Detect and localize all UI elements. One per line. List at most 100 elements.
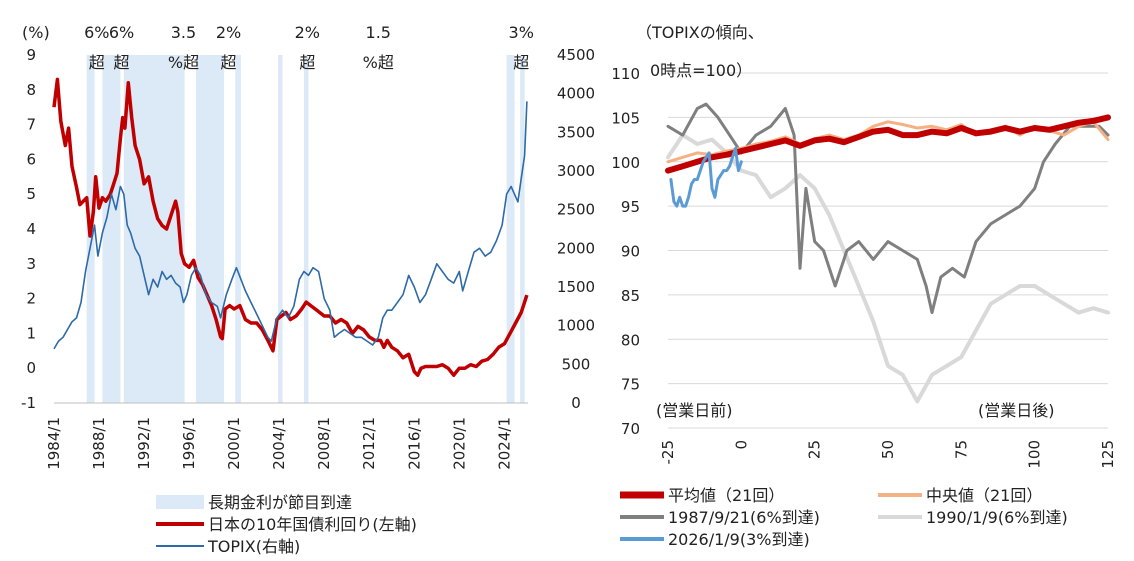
threshold-annotation-line1: 6% <box>84 23 109 42</box>
legend-swatch-band <box>156 495 204 509</box>
jgb-10y-yield-line <box>52 77 529 377</box>
left-chart-axes: -1 0 1 2 3 4 5 6 7 8 9 0 500 1000 1500 2000 2500 3000 3500… <box>21 46 595 470</box>
right-chart-y-tick-label: 110 <box>611 65 640 83</box>
legend-label: TOPIX(右軸) <box>207 537 300 556</box>
left-y-tick-label: 7 <box>26 116 36 134</box>
label-days-after: (営業日後) <box>978 401 1055 420</box>
right-chart-x-tick-label: 100 <box>1026 440 1044 469</box>
right-chart-y-tick-label: 90 <box>621 243 640 261</box>
threshold-annotation-line1: 2% <box>216 23 241 42</box>
x-tick-label: 1984/1 <box>45 417 63 470</box>
series-line <box>669 146 743 208</box>
right-y-tick-label: 500 <box>562 355 591 373</box>
right-y-tick-label: 3000 <box>557 162 595 180</box>
x-tick-label: 1988/1 <box>90 417 108 470</box>
threshold-band <box>303 55 309 403</box>
right-y-tick-label: 3500 <box>557 123 595 141</box>
legend-label: 中央値（21回） <box>926 486 1042 505</box>
threshold-annotation-line1: 1.5 <box>366 23 391 42</box>
left-y-tick-label: 4 <box>26 220 36 238</box>
right-axis-label-line1: （TOPIXの傾向、 <box>636 23 764 42</box>
left-chart: -1 0 1 2 3 4 5 6 7 8 9 0 500 1000 1500 2000 2500 3000 3500… <box>21 23 595 556</box>
topix-line <box>53 101 528 350</box>
right-chart-x-tick-label: 125 <box>1099 440 1117 469</box>
right-chart-x-tick-label: -25 <box>659 440 677 465</box>
x-tick-label: 2004/1 <box>270 417 288 470</box>
label-days-before: (営業日前) <box>656 401 733 420</box>
legend-label: 2026/1/9(3%到達) <box>668 530 810 549</box>
threshold-band <box>235 55 241 403</box>
left-y-tick-label: 1 <box>26 324 36 342</box>
legend-label: 平均値（21回） <box>668 486 784 505</box>
left-chart-series <box>52 77 529 377</box>
right-chart-axes: 70 75 80 85 90 95 100 105 110 -25 0 25 50 75 100 125 <box>611 65 1117 469</box>
left-y-tick-label: 3 <box>26 255 36 273</box>
x-tick-label: 2016/1 <box>405 417 423 470</box>
left-y-tick-label: 6 <box>26 150 36 168</box>
threshold-annotation-line1: 2% <box>295 23 320 42</box>
right-chart-y-tick-label: 80 <box>621 331 640 349</box>
left-y-tick-label: 9 <box>26 46 36 64</box>
threshold-band <box>195 55 225 403</box>
right-chart-x-tick-label: 25 <box>806 440 824 459</box>
threshold-band <box>520 55 525 403</box>
x-tick-label: 2024/1 <box>495 417 513 470</box>
legend-label: 日本の10年国債利回り(左軸) <box>208 515 417 534</box>
left-y-tick-label: 2 <box>26 290 36 308</box>
x-tick-label: 1996/1 <box>180 417 198 470</box>
series-line <box>666 102 1110 315</box>
right-chart-series <box>665 102 1111 404</box>
legend-label: 1990/1/9(6%到達) <box>926 508 1068 527</box>
right-chart-y-tick-label: 70 <box>621 420 640 438</box>
threshold-band <box>506 55 515 403</box>
legend-label: 長期金利が節目到達 <box>208 493 352 512</box>
right-chart-y-tick-label: 75 <box>621 376 640 394</box>
right-chart-y-tick-label: 95 <box>621 198 640 216</box>
threshold-band <box>102 55 121 403</box>
right-axis-label-line2: 0時点=100） <box>650 61 752 80</box>
threshold-band <box>123 55 185 403</box>
right-chart-x-tick-label: 75 <box>952 440 970 459</box>
threshold-annotation-line2: %超 <box>363 53 394 72</box>
right-chart-x-tick-label: 50 <box>879 440 897 459</box>
right-y-tick-label: 4000 <box>557 85 595 103</box>
left-y-tick-label: -1 <box>21 394 36 412</box>
x-tick-label: 2012/1 <box>360 417 378 470</box>
threshold-annotation-line2: 超 <box>299 53 315 72</box>
right-chart-grid <box>668 72 1108 429</box>
left-y-tick-label: 8 <box>26 81 36 99</box>
threshold-band <box>278 55 283 403</box>
x-tick-label: 2000/1 <box>225 417 243 470</box>
left-axis-unit-label: (%) <box>22 23 50 42</box>
left-y-tick-label: 0 <box>26 359 36 377</box>
threshold-bands <box>86 55 525 403</box>
right-chart-y-tick-label: 105 <box>611 109 640 127</box>
threshold-annotation-line2: 超 <box>221 53 237 72</box>
x-tick-label: 1992/1 <box>135 417 153 470</box>
threshold-annotation-line1: 3.5 <box>171 23 196 42</box>
right-y-tick-label: 0 <box>571 394 581 412</box>
right-chart-y-tick-label: 85 <box>621 287 640 305</box>
series-line <box>666 133 1110 404</box>
right-y-tick-label: 4500 <box>557 46 595 64</box>
threshold-annotation-line2: %超 <box>168 53 199 72</box>
x-tick-label: 2020/1 <box>450 417 468 470</box>
threshold-annotation-line2: 超 <box>513 53 529 72</box>
threshold-annotation-line2: 超 <box>114 53 130 72</box>
right-y-tick-label: 2500 <box>557 201 595 219</box>
threshold-annotations: 6%超6%超3.5%超2%超2%超1.5%超3%超 <box>84 23 534 72</box>
series-line <box>665 114 1111 174</box>
right-y-tick-label: 1000 <box>557 317 595 335</box>
right-chart: 70 75 80 85 90 95 100 105 110 -25 0 25 50 75 100 125 （T… <box>611 23 1117 549</box>
threshold-annotation-line2: 超 <box>89 53 105 72</box>
threshold-annotation-line1: 3% <box>509 23 534 42</box>
legend-label: 1987/9/21(6%到達) <box>668 508 820 527</box>
right-chart-legend: 平均値（21回） 中央値（21回） 1987/9/21(6%到達) 1990/1/9(… <box>620 486 1068 549</box>
right-y-tick-label: 2000 <box>557 239 595 257</box>
threshold-annotation-line1: 6% <box>109 23 134 42</box>
x-tick-label: 2008/1 <box>315 417 333 470</box>
right-y-tick-label: 1500 <box>557 278 595 296</box>
left-y-tick-label: 5 <box>26 185 36 203</box>
